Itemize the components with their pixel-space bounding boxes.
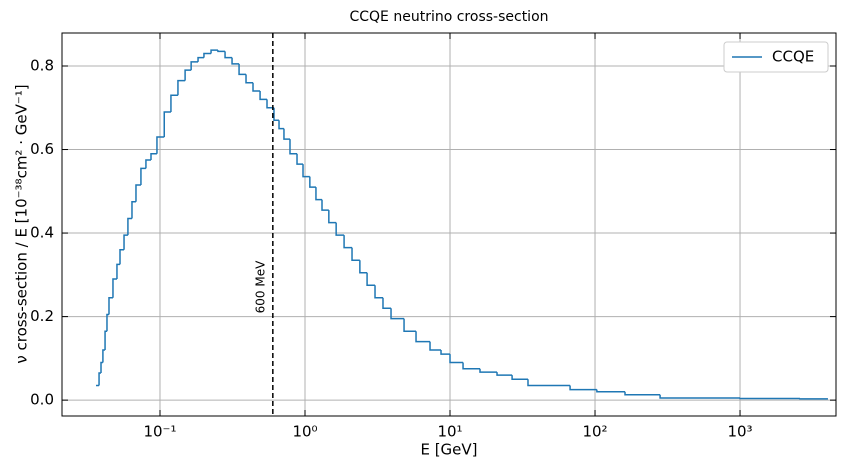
histogram-step bbox=[440, 350, 451, 355]
histogram-step bbox=[100, 361, 103, 373]
histogram-step bbox=[403, 318, 417, 332]
histogram-step bbox=[170, 94, 178, 112]
histogram-step bbox=[321, 199, 329, 211]
histogram-step bbox=[224, 51, 233, 59]
histogram-step bbox=[390, 308, 405, 320]
plot-frame bbox=[61, 32, 837, 417]
histogram-step bbox=[104, 330, 107, 351]
histogram-step bbox=[659, 394, 741, 399]
histogram-step bbox=[252, 82, 261, 92]
histogram-step bbox=[156, 136, 165, 154]
histogram-step bbox=[328, 210, 337, 224]
histogram-step bbox=[150, 152, 157, 160]
histogram-step bbox=[278, 120, 284, 130]
histogram-step bbox=[359, 260, 368, 274]
histogram-step bbox=[238, 63, 247, 76]
histogram-step bbox=[366, 272, 376, 287]
histogram-step bbox=[184, 69, 192, 81]
histogram-step bbox=[116, 263, 121, 280]
histogram-step bbox=[343, 235, 353, 249]
histogram-step bbox=[429, 341, 442, 351]
x-tick-label: 10² bbox=[582, 423, 607, 441]
histogram-step bbox=[462, 362, 480, 370]
histogram-step bbox=[266, 99, 274, 109]
legend-label: CCQE bbox=[772, 48, 814, 66]
histogram-step bbox=[108, 297, 113, 315]
histogram-step bbox=[231, 57, 240, 65]
histogram-step bbox=[415, 331, 431, 343]
legend-box bbox=[723, 41, 829, 73]
histogram-step bbox=[496, 372, 513, 376]
x-tick-label: 10¹ bbox=[437, 423, 462, 441]
histogram-step bbox=[335, 222, 345, 236]
y-tick-label: 0.6 bbox=[30, 140, 54, 158]
histogram-step bbox=[190, 61, 199, 71]
histogram-step bbox=[527, 379, 571, 387]
histogram-step bbox=[479, 368, 498, 373]
x-tick-label: 10⁻¹ bbox=[143, 423, 176, 441]
histogram-step bbox=[374, 285, 383, 299]
y-axis-label: ν cross-section / E [10⁻³⁸cm² · GeV⁻¹] bbox=[13, 84, 31, 363]
histogram-step bbox=[309, 176, 316, 188]
x-tick-label: 10⁰ bbox=[292, 423, 317, 441]
histogram-step bbox=[289, 139, 298, 155]
histogram-step bbox=[145, 159, 151, 169]
histogram-step bbox=[382, 297, 392, 309]
histogram-series bbox=[95, 49, 828, 400]
histogram-step bbox=[131, 200, 136, 219]
histogram-step bbox=[511, 375, 528, 380]
histogram-step bbox=[283, 128, 290, 140]
histogram-step bbox=[102, 349, 106, 363]
histogram-step bbox=[624, 391, 661, 396]
y-tick-label: 0.0 bbox=[30, 391, 54, 409]
chart-title: CCQE neutrino cross-section bbox=[349, 9, 548, 25]
histogram-step bbox=[296, 153, 304, 165]
histogram-step bbox=[127, 217, 132, 236]
histogram-step bbox=[203, 52, 212, 58]
histogram-step bbox=[302, 164, 310, 178]
histogram-step bbox=[135, 184, 141, 202]
histogram-step bbox=[596, 389, 626, 393]
histogram-step bbox=[449, 354, 464, 364]
histogram-step bbox=[351, 247, 360, 261]
y-tick-label: 0.8 bbox=[30, 56, 54, 74]
y-tick-label: 0.2 bbox=[30, 307, 54, 325]
y-tick-label: 0.4 bbox=[30, 224, 54, 242]
histogram-step bbox=[273, 107, 280, 122]
histogram-step bbox=[98, 372, 102, 386]
histogram-step bbox=[259, 91, 268, 101]
x-tick-label: 10³ bbox=[727, 423, 752, 441]
histogram-step bbox=[217, 50, 226, 53]
histogram-step bbox=[569, 385, 597, 391]
histogram-step bbox=[123, 234, 128, 250]
histogram-step bbox=[140, 167, 146, 186]
histogram-step bbox=[163, 111, 171, 137]
histogram-step bbox=[112, 278, 117, 298]
histogram-step bbox=[197, 56, 204, 62]
histogram-step bbox=[177, 79, 186, 96]
x-axis-label: E [GeV] bbox=[420, 441, 477, 459]
reference-label: 600 MeV bbox=[253, 260, 267, 313]
histogram-step bbox=[210, 49, 218, 54]
histogram-step bbox=[245, 74, 254, 84]
histogram-step bbox=[119, 249, 125, 265]
histogram-step bbox=[315, 187, 323, 201]
